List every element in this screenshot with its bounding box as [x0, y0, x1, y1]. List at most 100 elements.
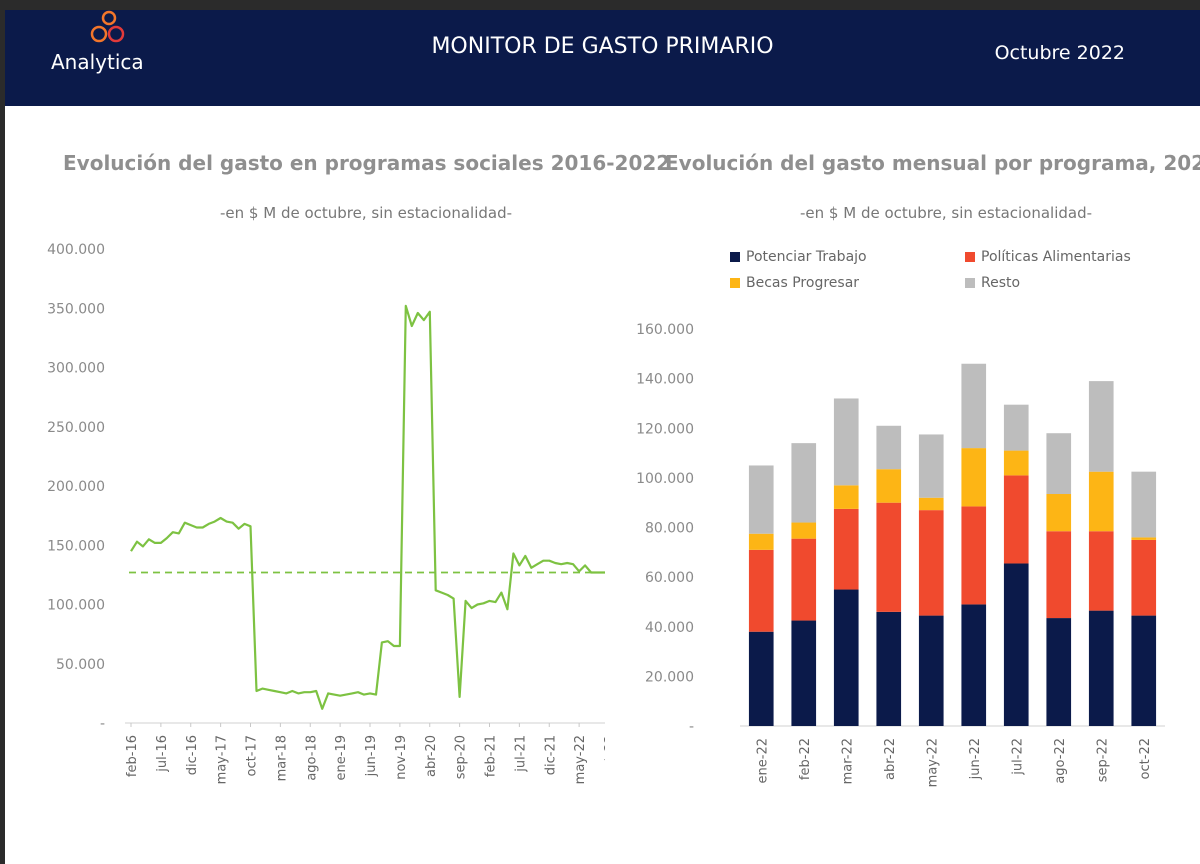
y-tick-label: 140.000	[636, 372, 694, 388]
x-tick-label: dic-21	[543, 735, 558, 775]
bar-segment	[748, 631, 774, 726]
x-tick-label: feb-22	[798, 738, 813, 780]
bar-segment	[833, 589, 859, 726]
window-top-strip	[0, 0, 1200, 10]
x-tick-label: jun-22	[968, 738, 983, 780]
bar-segment	[791, 522, 817, 539]
y-tick-label: -	[689, 719, 694, 735]
legend-label: Becas Progresar	[746, 275, 860, 291]
x-tick-label: feb-16	[125, 735, 140, 777]
bar-segment	[1088, 381, 1114, 472]
bar-chart-subtitle: -en $ M de octubre, sin estacionalidad-	[800, 204, 1093, 222]
x-tick-label: ago-18	[304, 735, 319, 781]
x-tick-label: may-22	[573, 735, 588, 784]
bar-segment	[961, 363, 987, 449]
x-tick-label: mar-22	[840, 738, 855, 784]
bar-segment	[876, 502, 902, 612]
report-period: Octubre 2022	[994, 42, 1125, 64]
x-tick-label: may-17	[215, 735, 230, 784]
legend-item-resto: Resto	[965, 275, 1020, 291]
bar-segment	[833, 398, 859, 486]
bar-segment	[748, 549, 774, 632]
legend-item-politicas-alimentarias: Políticas Alimentarias	[965, 249, 1131, 265]
legend-label: Resto	[981, 275, 1021, 291]
bar-segment	[1046, 494, 1072, 532]
x-tick-label: abr-22	[883, 738, 898, 780]
content-panel: Evolución del gasto en programas sociale…	[5, 106, 1200, 864]
bar-segment	[1003, 475, 1029, 564]
bar-segment	[748, 533, 774, 550]
x-tick-label: nov-19	[394, 735, 409, 780]
legend-label: Políticas Alimentarias	[981, 249, 1131, 265]
bar-segment	[1003, 404, 1029, 451]
x-tick-label: mar-18	[274, 735, 289, 781]
bar-segment	[1088, 531, 1114, 611]
x-tick-label: jul-22	[1010, 738, 1025, 776]
y-tick-label: 400.000	[47, 242, 105, 258]
x-tick-label: may-22	[925, 738, 940, 787]
bar-segment	[1131, 471, 1157, 538]
y-tick-label: 40.000	[645, 620, 694, 636]
y-tick-label: 300.000	[47, 361, 105, 377]
bar-segment	[791, 538, 817, 621]
bar-segment	[791, 443, 817, 523]
bar-segment	[1088, 471, 1114, 532]
x-tick-label: jul-16	[155, 735, 170, 773]
y-tick-label: 100.000	[47, 598, 105, 614]
y-tick-label: -	[100, 716, 105, 732]
y-tick-label: 250.000	[47, 420, 105, 436]
x-tick-label: ene-19	[334, 735, 349, 780]
bar-segment	[876, 611, 902, 726]
bar-segment	[961, 448, 987, 507]
series-line	[130, 304, 605, 710]
bar-segment	[1088, 610, 1114, 726]
y-tick-label: 80.000	[645, 521, 694, 537]
brand-name: Analytica	[51, 50, 144, 74]
legend-item-becas-progresar: Becas Progresar	[730, 275, 859, 291]
analytica-logo-icon	[90, 10, 125, 43]
bar-segment	[1046, 531, 1072, 619]
y-tick-label: 100.000	[636, 471, 694, 487]
y-tick-label: 120.000	[636, 421, 694, 437]
x-tick-label: oct-22	[1138, 738, 1153, 779]
bar-segment	[918, 434, 944, 498]
bar-segment	[918, 497, 944, 511]
bar-segment	[748, 465, 774, 534]
bar-chart: - 20.000 40.000 60.000 80.000 100.000 120.000 1…	[636, 322, 1165, 787]
legend-item-potenciar-trabajo: Potenciar Trabajo	[730, 249, 867, 265]
bar-segment	[918, 510, 944, 616]
legend-label: Potenciar Trabajo	[746, 249, 867, 265]
x-tick-label: oct-22	[603, 735, 605, 776]
y-tick-label: 50.000	[56, 657, 105, 673]
y-tick-label: 350.000	[47, 301, 105, 317]
legend-swatch	[965, 278, 975, 288]
page-title: MONITOR DE GASTO PRIMARIO	[431, 34, 774, 59]
line-chart-subtitle: -en $ M de octubre, sin estacionalidad-	[220, 204, 513, 222]
bar-segment	[833, 485, 859, 509]
y-tick-label: 60.000	[645, 570, 694, 586]
x-tick-label: jun-19	[364, 735, 379, 777]
x-tick-label: ago-22	[1053, 738, 1068, 784]
y-tick-label: 150.000	[47, 538, 105, 554]
line-chart: - 50.000 100.000 150.000 200.000 250.000 300.0…	[47, 242, 605, 784]
x-tick-label: jul-21	[513, 735, 528, 773]
bar-segment	[1046, 433, 1072, 495]
legend-swatch	[730, 278, 740, 288]
bar-segment	[1131, 615, 1157, 726]
bar-segment	[1046, 618, 1072, 726]
bar-segment	[1003, 563, 1029, 726]
y-tick-label: 160.000	[636, 322, 694, 338]
bar-segment	[1131, 539, 1157, 616]
x-tick-label: sep-20	[454, 735, 469, 779]
bar-segment	[918, 615, 944, 726]
x-tick-label: abr-20	[424, 735, 439, 777]
bar-segment	[876, 469, 902, 503]
bar-segment	[791, 620, 817, 726]
y-tick-label: 20.000	[645, 669, 694, 685]
y-tick-label: 200.000	[47, 479, 105, 495]
x-tick-label: sep-22	[1095, 738, 1110, 782]
line-chart-title: Evolución del gasto en programas sociale…	[63, 151, 671, 175]
bar-segment	[1131, 537, 1157, 540]
bar-segment	[961, 604, 987, 726]
bar-segment	[1003, 450, 1029, 476]
